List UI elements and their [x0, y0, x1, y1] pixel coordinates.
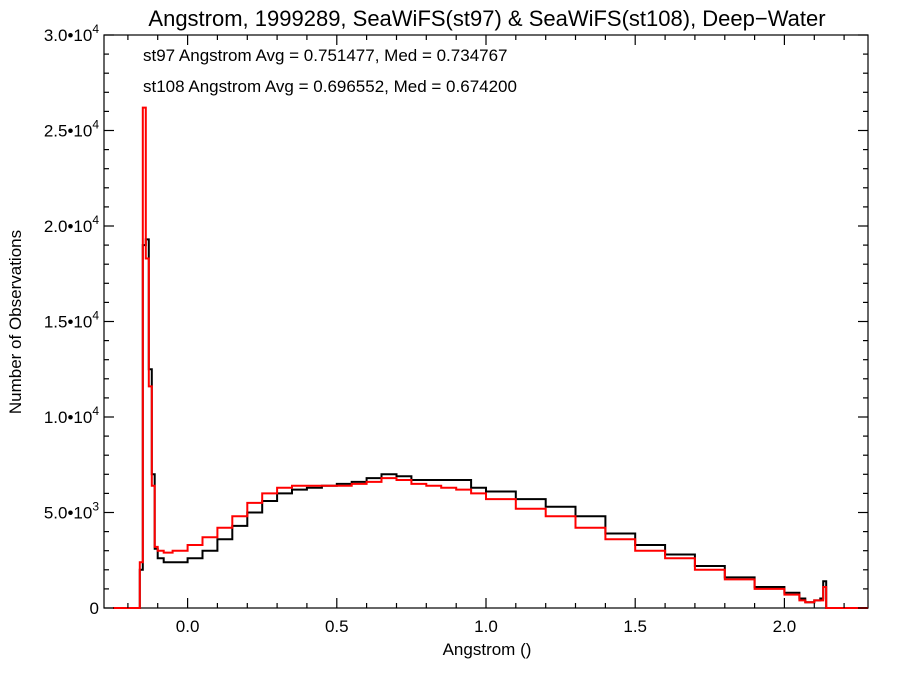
annotation-st108: st108 Angstrom Avg = 0.696552, Med = 0.6… — [143, 77, 517, 96]
plot-area: 0.0 0.5 1.0 1.5 2.0 0 5.0•103 1.0•104 1.5•104 2.… — [44, 22, 869, 636]
y-tick-label: 2.0•104 — [44, 213, 100, 236]
x-axis-label: Angstrom () — [443, 640, 532, 659]
x-tick-label: 1.0 — [474, 617, 498, 636]
x-tick-label: 1.5 — [623, 617, 647, 636]
x-tick-label: 2.0 — [773, 617, 797, 636]
x-axis-ticks: 0.0 0.5 1.0 1.5 2.0 — [127, 35, 845, 636]
y-tick-label: 3.0•104 — [44, 22, 100, 45]
y-tick-label: 1.5•104 — [44, 309, 100, 332]
x-tick-label: 0.5 — [325, 617, 349, 636]
chart-title: Angstrom, 1999289, SeaWiFS(st97) & SeaWi… — [148, 6, 825, 31]
y-tick-label: 1.0•104 — [44, 404, 100, 427]
y-axis-label: Number of Observations — [6, 230, 25, 414]
series-line-1 — [113, 106, 868, 609]
series-layer — [113, 106, 868, 609]
plot-frame — [103, 34, 869, 609]
y-axis-ticks: 0 5.0•103 1.0•104 1.5•104 2.0•104 2.5•104 3.0•… — [44, 22, 868, 618]
y-tick-label: 5.0•103 — [44, 500, 100, 523]
y-tick-label: 2.5•104 — [44, 118, 100, 141]
x-tick-label: 0.0 — [176, 617, 200, 636]
series-line-0 — [113, 238, 868, 609]
y-tick-label: 0 — [90, 599, 99, 618]
annotation-st97: st97 Angstrom Avg = 0.751477, Med = 0.73… — [143, 46, 508, 65]
